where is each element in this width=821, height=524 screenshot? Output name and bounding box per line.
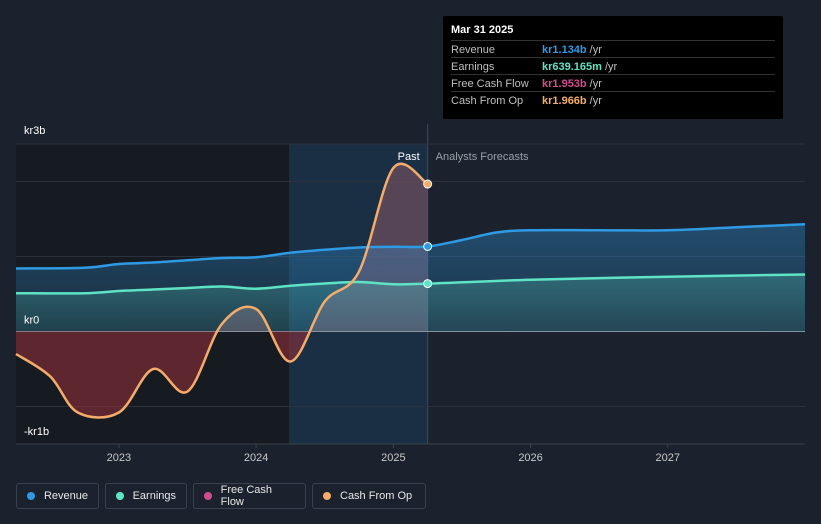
legend-label: Earnings — [132, 490, 176, 502]
cash-from-op-marker — [423, 179, 433, 189]
legend-item-cash-from-op[interactable]: Cash From Op — [312, 483, 426, 509]
tooltip-row-revenue: Revenue kr1.134b/yr — [451, 40, 775, 58]
x-tick-label: 2027 — [656, 452, 680, 464]
revenue-marker — [423, 241, 433, 251]
tooltip-row-earnings: Earnings kr639.165m/yr — [451, 57, 775, 75]
y-tick-label: -kr1b — [24, 426, 49, 438]
legend-dot-icon — [27, 492, 35, 500]
tooltip-label: Cash From Op — [451, 95, 524, 107]
legend-item-earnings[interactable]: Earnings — [105, 483, 187, 509]
tooltip-value: kr1.134b/yr — [542, 44, 602, 56]
x-tick-label: 2024 — [244, 452, 268, 464]
y-tick-label: kr3b — [24, 125, 45, 137]
cash-from-op-line — [15, 162, 429, 419]
earnings-marker — [423, 279, 433, 289]
tooltip-value: kr1.966b/yr — [542, 95, 602, 107]
tooltip-label: Free Cash Flow — [451, 78, 529, 90]
legend-dot-icon — [204, 492, 212, 500]
legend-label: Free Cash Flow — [220, 484, 273, 508]
forecast-label: Analysts Forecasts — [436, 151, 529, 163]
axis-labels: kr3b kr0 -kr1b 2023 2024 2025 2026 2027 Past Anal… — [24, 125, 680, 464]
x-tick-label: 2026 — [518, 452, 542, 464]
tooltip: Mar 31 2025 Revenue kr1.134b/yr Earnings… — [443, 16, 783, 119]
legend-label: Revenue — [43, 490, 88, 502]
tooltip-value: kr639.165m/yr — [542, 61, 618, 73]
tooltip-date: Mar 31 2025 — [451, 24, 514, 36]
legend: Revenue Earnings Free Cash Flow Cash Fro… — [16, 483, 426, 511]
tooltip-row-cash-from-op: Cash From Op kr1.966b/yr — [451, 91, 775, 109]
tooltip-value: kr1.953b/yr — [542, 78, 602, 90]
earnings-line — [15, 273, 806, 295]
earnings-area — [16, 274, 805, 332]
legend-label: Cash From Op — [340, 490, 413, 502]
past-label: Past — [398, 151, 420, 163]
revenue-line — [15, 223, 806, 270]
legend-item-free-cash-flow[interactable]: Free Cash Flow — [193, 483, 306, 509]
series-layer — [15, 162, 806, 419]
tooltip-label: Earnings — [451, 61, 495, 73]
tooltip-label: Revenue — [451, 44, 496, 56]
cash-from-op-area-negative — [16, 331, 428, 418]
tooltip-row-free-cash-flow: Free Cash Flow kr1.953b/yr — [451, 74, 775, 92]
legend-item-revenue[interactable]: Revenue — [16, 483, 99, 509]
y-tick-label: kr0 — [24, 315, 39, 327]
x-tick-label: 2023 — [107, 452, 131, 464]
x-tick-label: 2025 — [381, 452, 405, 464]
legend-dot-icon — [323, 492, 331, 500]
legend-dot-icon — [116, 492, 124, 500]
